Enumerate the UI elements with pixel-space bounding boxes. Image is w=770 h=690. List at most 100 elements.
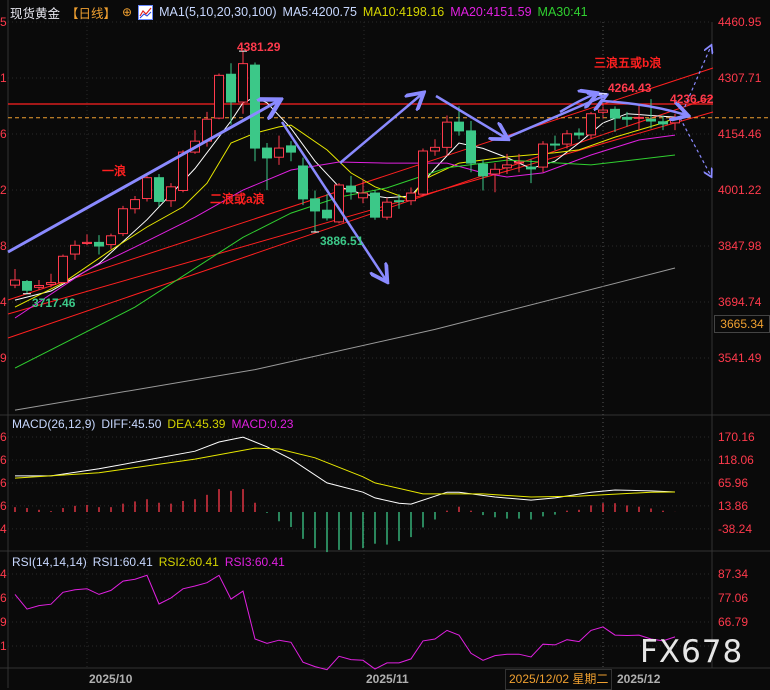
rsi-axis-label: 66.79: [718, 615, 748, 629]
candle-body-down: [466, 130, 476, 164]
candle-body-up: [214, 74, 224, 119]
indicator-chart-icon[interactable]: [138, 4, 154, 20]
candle-body-up: [70, 244, 80, 255]
candle: [262, 142, 272, 191]
candle: [490, 163, 500, 193]
macd-diff: DIFF:45.50: [101, 417, 162, 431]
candle-body-up: [130, 199, 140, 210]
candle-body-up: [490, 168, 500, 175]
period-selector[interactable]: 【日线】: [66, 6, 117, 21]
price-markers: [23, 22, 607, 668]
price-axis-label: 3847.98: [718, 239, 762, 253]
date-axis-label: 2025/11: [366, 672, 409, 686]
candle: [346, 175, 356, 200]
candle-body-down: [154, 177, 164, 202]
axes: 4460.95 4307.71 4154.46 4001.22 3847.98 3694.…: [0, 15, 762, 686]
candle-body-up: [34, 285, 44, 288]
candle: [70, 240, 80, 260]
candle: [418, 148, 428, 196]
candle: [430, 139, 440, 156]
candle-body-down: [298, 165, 308, 200]
symbol-name[interactable]: 现货黄金: [10, 6, 61, 21]
candle: [322, 194, 332, 221]
candle-body-up: [514, 161, 524, 164]
wave-arrow: [339, 94, 422, 164]
ma100-line: [14, 267, 676, 411]
projection-arrow-up: [679, 46, 711, 119]
left-axis-fragment: 1: [0, 71, 7, 85]
candle: [46, 273, 56, 288]
candle: [178, 150, 188, 193]
candle: [406, 187, 416, 206]
candle: [550, 135, 560, 151]
candle: [526, 159, 536, 184]
candle-body-down: [94, 241, 104, 247]
macd-axis-label: -38.24: [718, 522, 752, 536]
candle-body-up: [58, 255, 68, 284]
left-axis-fragment: 6: [0, 591, 7, 605]
candle-body-up: [634, 116, 644, 119]
left-axis-fragment: 6: [0, 499, 7, 513]
current-price-box: 3665.34: [714, 315, 770, 333]
candle-body-down: [526, 166, 536, 170]
candle-body-down: [574, 132, 584, 136]
projection-arrow-down: [679, 117, 711, 176]
rsi-axis-label: 77.06: [718, 591, 748, 605]
candle: [442, 115, 452, 156]
left-axis-fragment: 9: [0, 351, 7, 365]
candle-body-up: [430, 146, 440, 152]
candles: [10, 51, 680, 294]
candle-body-up: [358, 192, 368, 199]
left-axis-fragment: 6: [0, 453, 7, 467]
left-axis-fragment: 8: [0, 239, 7, 253]
candle-body-down: [310, 198, 320, 212]
rsi2-value: RSI2:60.41: [158, 555, 219, 569]
candle-body-up: [118, 208, 128, 235]
left-axis-fragment: 1: [0, 639, 7, 653]
price-axis-label: 4460.95: [718, 15, 762, 29]
candle-body-up: [382, 201, 392, 218]
crosshair-circle-icon[interactable]: ⊕: [122, 5, 133, 19]
ma30-value: MA30:41: [537, 5, 588, 19]
ma-indicator-name[interactable]: MA1(5,10,20,30,100): [159, 5, 277, 19]
rsi-axis-label: 87.34: [718, 567, 748, 581]
rsi-name[interactable]: RSI(14,14,14): [12, 555, 87, 569]
start-low-label: 3717.46: [32, 296, 76, 310]
candle: [670, 113, 680, 131]
candle: [238, 51, 248, 114]
chart-header: 现货黄金 【日线】 ⊕ MA1(5,10,20,30,100) MA5:4200…: [10, 3, 588, 21]
wave-arrow: [435, 94, 506, 138]
candle-body-up: [502, 164, 512, 169]
ma20-value: MA20:4151.59: [450, 5, 532, 19]
candle-body-up: [238, 63, 248, 103]
macd-name[interactable]: MACD(26,12,9): [12, 417, 96, 431]
candle: [298, 157, 308, 206]
candle-body-up: [178, 151, 188, 191]
candle-body-up: [82, 241, 92, 244]
candle-body-down: [370, 192, 380, 218]
rsi-header: RSI(14,14,14) RSI1:60.41 RSI2:60.41 RSI3…: [12, 555, 285, 569]
watermark: FX678: [640, 634, 744, 670]
candle-body-up: [418, 150, 428, 195]
candle: [466, 121, 476, 173]
candle: [286, 141, 296, 162]
trend-channel-line: [7, 67, 714, 301]
candle: [106, 233, 116, 249]
resistance-label: 4236.62: [670, 92, 714, 106]
left-axis-fragment: 9: [0, 615, 7, 629]
macd-header: MACD(26,12,9) DIFF:45.50 DEA:45.39 MACD:…: [12, 417, 293, 431]
left-axis-fragment: 5: [0, 15, 7, 29]
candle-body-up: [46, 282, 56, 285]
candle: [394, 194, 404, 209]
candle-body-up: [670, 117, 680, 124]
candle: [538, 141, 548, 173]
candle-body-down: [622, 116, 632, 120]
trend-lines: [7, 67, 714, 339]
candle: [310, 190, 320, 232]
wave3-label: 三浪五或b浪: [594, 55, 661, 70]
candle-body-up: [142, 177, 152, 200]
wave-arrow: [602, 99, 686, 115]
candle-body-up: [106, 235, 116, 246]
